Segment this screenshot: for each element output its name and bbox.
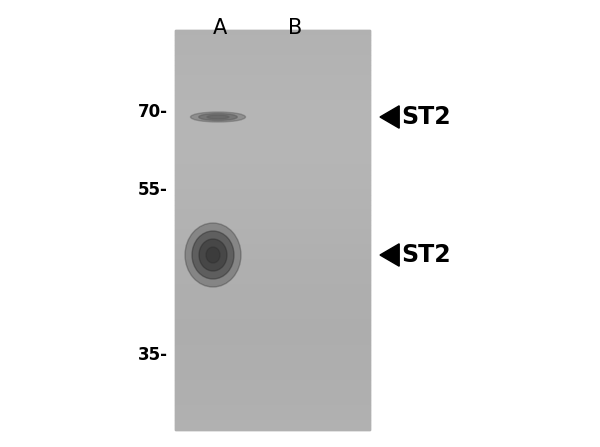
Bar <box>175 120 370 125</box>
Bar <box>175 210 370 215</box>
Bar <box>175 185 370 190</box>
Bar <box>175 350 370 355</box>
Polygon shape <box>380 106 399 128</box>
Bar <box>175 150 370 155</box>
Polygon shape <box>380 244 399 266</box>
Bar <box>175 360 370 365</box>
Text: 70-: 70- <box>138 103 168 121</box>
Ellipse shape <box>199 114 237 121</box>
Bar <box>175 380 370 385</box>
Ellipse shape <box>185 223 241 287</box>
Bar <box>175 255 370 260</box>
Bar <box>175 305 370 310</box>
Bar <box>175 335 370 340</box>
Bar <box>175 200 370 205</box>
Bar <box>175 345 370 350</box>
Bar <box>175 270 370 275</box>
Bar <box>175 415 370 420</box>
Bar <box>175 320 370 325</box>
Ellipse shape <box>191 112 245 122</box>
Bar <box>175 95 370 100</box>
Bar <box>175 145 370 150</box>
Bar <box>175 280 370 285</box>
Bar <box>175 290 370 295</box>
Bar <box>175 60 370 65</box>
Bar <box>175 65 370 70</box>
Bar <box>175 135 370 140</box>
Bar <box>175 325 370 330</box>
Bar <box>175 45 370 50</box>
Bar <box>175 310 370 315</box>
Text: ST2: ST2 <box>401 243 451 267</box>
Bar <box>175 275 370 280</box>
Text: B: B <box>288 18 302 38</box>
Bar <box>175 30 370 430</box>
Bar <box>175 390 370 395</box>
Bar <box>175 75 370 80</box>
Bar <box>175 215 370 220</box>
Bar <box>175 315 370 320</box>
Text: 35-: 35- <box>138 346 168 364</box>
Ellipse shape <box>192 231 234 279</box>
Ellipse shape <box>207 115 229 119</box>
Bar <box>175 400 370 405</box>
Bar <box>175 300 370 305</box>
Bar <box>175 285 370 290</box>
Bar <box>175 265 370 270</box>
Bar <box>175 225 370 230</box>
Bar <box>175 405 370 410</box>
Bar <box>175 395 370 400</box>
Bar <box>175 110 370 115</box>
Bar <box>175 340 370 345</box>
Bar <box>175 115 370 120</box>
Bar <box>175 105 370 110</box>
Bar <box>175 170 370 175</box>
Bar <box>175 140 370 145</box>
Bar <box>175 90 370 95</box>
Bar <box>175 190 370 195</box>
Bar <box>175 355 370 360</box>
Bar <box>175 85 370 90</box>
Bar <box>175 235 370 240</box>
Text: A: A <box>213 18 227 38</box>
Bar <box>175 160 370 165</box>
Bar <box>175 205 370 210</box>
Bar <box>175 55 370 60</box>
Bar <box>175 240 370 245</box>
Bar <box>175 245 370 250</box>
Bar <box>175 180 370 185</box>
Ellipse shape <box>206 247 220 263</box>
Bar <box>175 365 370 370</box>
Bar <box>175 260 370 265</box>
Bar <box>175 80 370 85</box>
Bar <box>175 195 370 200</box>
Bar <box>175 370 370 375</box>
Bar <box>175 375 370 380</box>
Bar <box>175 175 370 180</box>
Bar <box>175 410 370 415</box>
Bar <box>175 385 370 390</box>
Bar <box>175 35 370 40</box>
Bar <box>175 230 370 235</box>
Bar <box>175 165 370 170</box>
Bar <box>175 30 370 35</box>
Text: ST2: ST2 <box>401 105 451 129</box>
Bar <box>175 100 370 105</box>
Bar <box>175 420 370 425</box>
Bar <box>175 295 370 300</box>
Bar <box>175 125 370 130</box>
Bar <box>175 425 370 430</box>
Ellipse shape <box>199 239 227 271</box>
Bar <box>175 330 370 335</box>
Bar <box>175 250 370 255</box>
Bar <box>175 50 370 55</box>
Bar <box>175 70 370 75</box>
Bar <box>175 130 370 135</box>
Text: 55-: 55- <box>138 181 168 199</box>
Bar <box>175 155 370 160</box>
Bar <box>175 220 370 225</box>
Bar <box>175 40 370 45</box>
